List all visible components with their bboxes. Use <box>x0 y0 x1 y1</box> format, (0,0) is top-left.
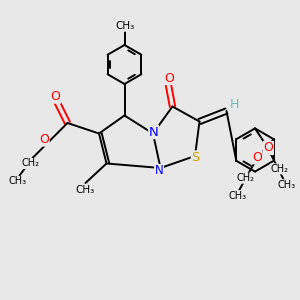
Text: N: N <box>149 125 158 139</box>
Text: O: O <box>39 133 49 146</box>
Text: CH₂: CH₂ <box>271 164 289 174</box>
Text: O: O <box>51 90 60 103</box>
Text: O: O <box>264 141 273 154</box>
Text: CH₂: CH₂ <box>236 173 254 183</box>
Text: CH₃: CH₃ <box>76 184 95 195</box>
Text: N: N <box>154 164 164 178</box>
Text: S: S <box>191 151 200 164</box>
Text: CH₃: CH₃ <box>278 180 296 190</box>
Text: O: O <box>165 71 174 85</box>
Text: CH₃: CH₃ <box>9 176 27 187</box>
Text: H: H <box>230 98 240 112</box>
Text: O: O <box>252 151 262 164</box>
Text: CH₃: CH₃ <box>229 190 247 201</box>
Text: CH₃: CH₃ <box>115 21 134 31</box>
Text: CH₂: CH₂ <box>21 158 39 169</box>
